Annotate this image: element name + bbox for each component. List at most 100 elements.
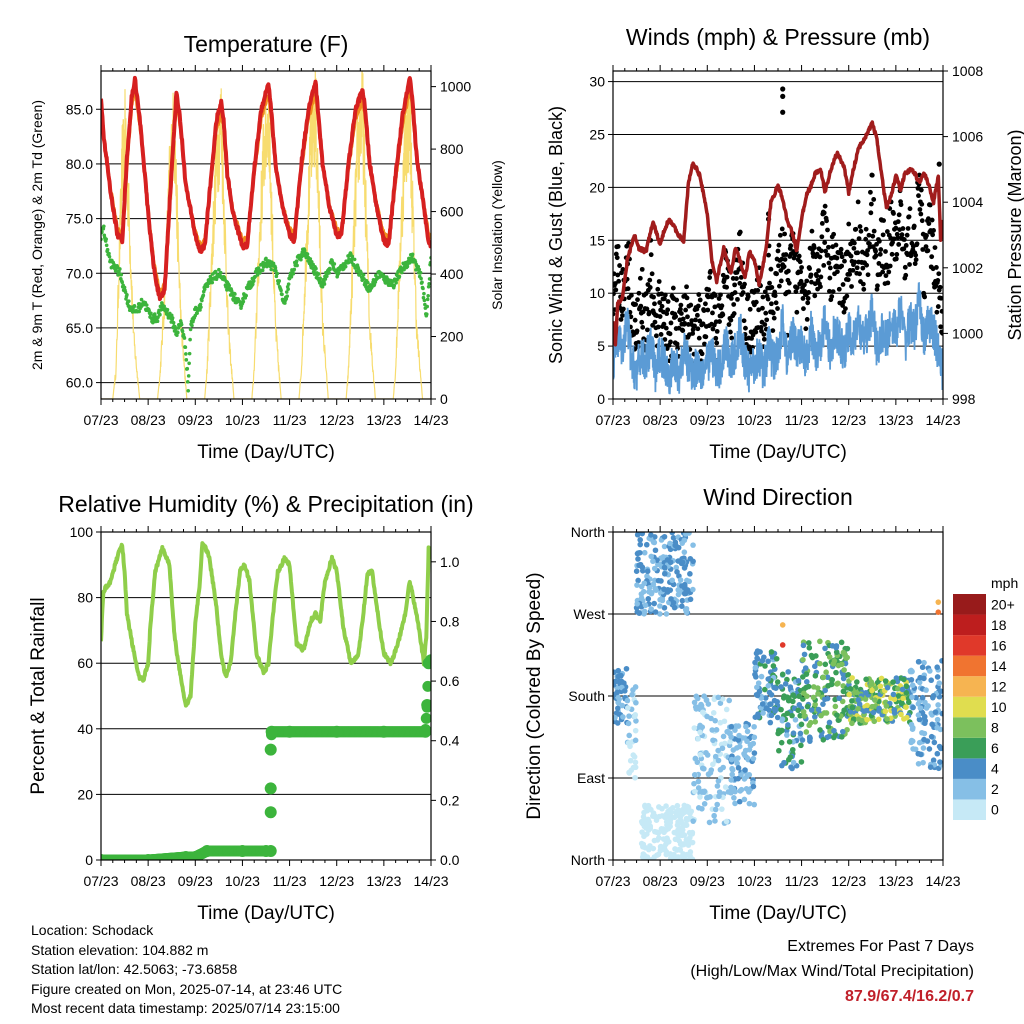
- direction-point: [780, 695, 787, 701]
- dewpoint-point: [170, 316, 175, 320]
- gust-point: [774, 271, 779, 277]
- direction-point: [754, 648, 761, 654]
- direction-point: [751, 734, 758, 741]
- direction-point: [737, 788, 743, 794]
- gust-point: [851, 240, 857, 246]
- dewpoint-point: [179, 322, 184, 327]
- direction-point: [722, 784, 729, 790]
- gust-point: [850, 267, 856, 273]
- direction-point: [636, 610, 643, 616]
- dewpoint-point: [101, 230, 104, 234]
- direction-point: [751, 801, 758, 808]
- direction-point: [869, 703, 876, 710]
- gust-point: [880, 232, 886, 238]
- gust-point: [794, 309, 800, 315]
- direction-point: [706, 819, 713, 826]
- gust-point: [696, 292, 702, 297]
- dewpoint-point: [352, 257, 357, 262]
- dewpoint-point: [299, 257, 303, 262]
- gust-point: [894, 252, 900, 257]
- gust-point: [819, 234, 825, 240]
- relative-humidity-line: [101, 541, 431, 708]
- y-tick-label: 60.0: [66, 375, 93, 391]
- dewpoint-point: [248, 280, 253, 284]
- direction-point: [768, 712, 775, 719]
- direction-point: [652, 547, 659, 554]
- gust-point: [658, 332, 664, 337]
- gust-point: [880, 269, 886, 275]
- x-tick-label: 08/23: [643, 412, 678, 428]
- direction-point: [734, 760, 740, 767]
- direction-point: [812, 701, 818, 708]
- x-tick-label: 13/23: [366, 873, 401, 889]
- gust-point: [925, 248, 931, 254]
- direction-point: [764, 705, 770, 712]
- direction-point: [680, 559, 686, 566]
- precipitation-point: [425, 654, 431, 667]
- direction-point: [661, 586, 667, 593]
- gust-point: [713, 335, 719, 341]
- direction-point: [686, 578, 692, 585]
- gust-point: [734, 276, 739, 281]
- direction-point: [674, 822, 681, 828]
- gust-point: [729, 335, 735, 341]
- solar-insolation-line: [101, 71, 431, 399]
- direction-point: [831, 727, 837, 734]
- dewpoint-point: [318, 276, 323, 281]
- direction-point: [921, 730, 928, 737]
- direction-point: [934, 716, 941, 723]
- direction-point: [934, 674, 941, 680]
- direction-point: [751, 750, 758, 756]
- gust-point: [701, 308, 707, 313]
- direction-point: [665, 825, 672, 832]
- direction-point: [675, 558, 682, 564]
- y-tick-label: 20: [77, 786, 93, 802]
- direction-point: [679, 811, 686, 817]
- gust-point: [829, 294, 835, 299]
- direction-point: [710, 761, 716, 768]
- gust-point: [836, 286, 842, 292]
- dewpoint-point: [418, 270, 423, 275]
- gust-point: [740, 290, 746, 295]
- direction-point: [834, 712, 840, 718]
- gust-point: [617, 263, 622, 268]
- direction-point: [653, 587, 659, 593]
- direction-point: [717, 719, 724, 726]
- direction-point: [613, 669, 617, 675]
- gust-point: [618, 317, 624, 322]
- gust-point: [849, 284, 854, 289]
- direction-point: [750, 783, 757, 790]
- direction-point: [674, 802, 681, 809]
- gust-point: [761, 332, 767, 337]
- direction-point: [935, 702, 941, 708]
- direction-point: [878, 675, 885, 682]
- dewpoint-point: [283, 301, 287, 305]
- gust-point: [924, 233, 929, 238]
- dewpoint-point: [195, 311, 199, 315]
- dewpoint-point: [187, 351, 192, 356]
- gust-point: [651, 294, 656, 300]
- direction-xlabel: Time (Day/UTC): [709, 903, 847, 924]
- direction-point: [759, 657, 766, 664]
- gust-point: [717, 319, 722, 324]
- legend-label: 14: [991, 658, 1007, 674]
- direction-point: [779, 642, 786, 648]
- dewpoint-point: [186, 388, 191, 393]
- direction-point: [919, 694, 926, 701]
- x-tick-label: 11/23: [273, 412, 307, 428]
- direction-point: [695, 785, 702, 791]
- dewpoint-point: [217, 267, 221, 272]
- gust-point: [896, 212, 902, 218]
- dewpoint-point: [227, 283, 232, 288]
- dewpoint-point: [422, 298, 427, 303]
- direction-point: [854, 679, 860, 685]
- y2-tick-label: 1000: [952, 325, 983, 341]
- direction-point: [632, 774, 638, 781]
- direction-point: [877, 683, 884, 690]
- direction-point: [735, 775, 741, 782]
- y2-tick-label: 600: [440, 204, 464, 220]
- gust-point: [843, 306, 848, 311]
- gust-point: [788, 243, 794, 249]
- direction-point: [768, 691, 775, 698]
- gust-point: [900, 226, 906, 231]
